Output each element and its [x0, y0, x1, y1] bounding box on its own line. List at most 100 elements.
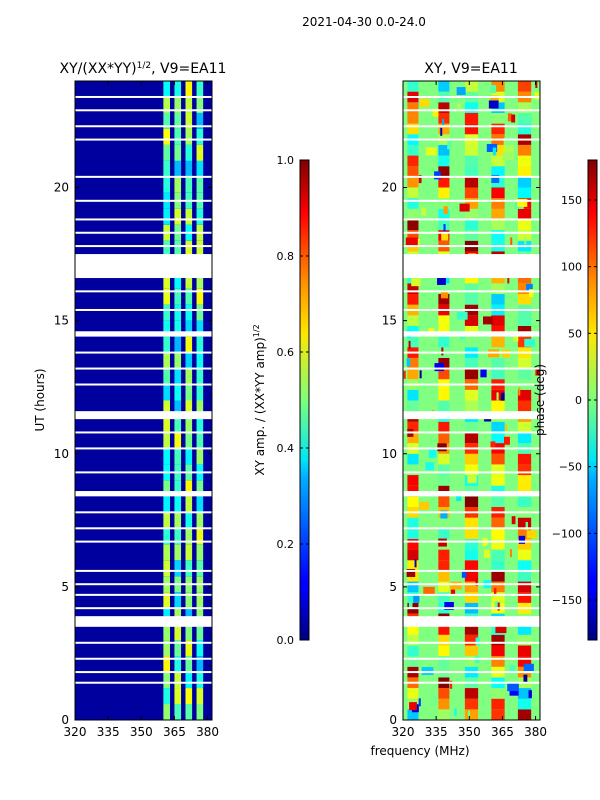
signal-band-cell — [174, 208, 182, 225]
y-tick-label: 10 — [382, 447, 397, 461]
signal-band-cell — [174, 656, 182, 673]
phase-noise-cell — [518, 535, 526, 544]
phase-stripe-cell — [491, 432, 505, 444]
phase-stripe-cell — [438, 528, 450, 539]
y-tick-label: 10 — [54, 447, 69, 461]
phase-noise-cell — [534, 91, 540, 100]
colorbar-tick-label: 0.4 — [277, 442, 295, 455]
phase-stripe-cell — [438, 624, 450, 635]
phase-stripe-cell — [517, 688, 532, 699]
phase-stripe-cell — [491, 464, 505, 476]
blank-line — [403, 351, 540, 354]
signal-band-cell — [185, 624, 193, 641]
signal-band-cell — [174, 272, 182, 289]
signal-band-cell — [196, 400, 204, 417]
signal-band-cell — [174, 81, 182, 97]
signal-band-cell — [174, 128, 182, 145]
blank-line — [75, 125, 212, 128]
phase-stripe-cell — [464, 634, 479, 646]
phase-noise-cell — [432, 108, 439, 117]
phase-noise-cell — [456, 492, 462, 501]
phase-axis-ticks: 320 335 350 365 380 0 5 10 15 20 — [382, 81, 547, 739]
phase-stripe-cell — [491, 166, 505, 177]
phase-noise-cell — [491, 175, 500, 183]
data-gap — [403, 254, 540, 279]
signal-band-cell — [196, 128, 204, 145]
signal-band-cell — [163, 512, 171, 529]
blank-line — [75, 367, 212, 370]
signal-band-cell — [185, 416, 193, 433]
signal-band-cell — [185, 384, 193, 401]
phase-noise-cell — [419, 501, 430, 510]
phase-noise-cell — [425, 147, 437, 156]
signal-band-cell — [185, 496, 193, 513]
phase-stripe-cell — [491, 208, 505, 220]
phase-noise-cell — [450, 586, 456, 595]
amplitude-heatmap — [75, 81, 212, 720]
x-tick-label: 380 — [196, 725, 219, 739]
phase-stripe-cell — [491, 144, 505, 156]
phase-noise-cell — [500, 392, 505, 401]
phase-stripe-cell — [464, 176, 479, 188]
phase-noise-cell — [440, 290, 449, 299]
phase-stripe-cell — [438, 102, 450, 113]
amplitude-colorbar-ticks: 0.0 0.2 0.4 0.6 0.8 1.0 — [277, 154, 309, 647]
phase-noise-cell — [425, 462, 434, 471]
phase-noise-cell — [421, 207, 427, 216]
data-gap — [75, 491, 212, 497]
phase-stripe-cell — [517, 144, 532, 156]
signal-band-cell — [174, 176, 182, 193]
phase-noise-cell — [456, 87, 466, 96]
phase-stripe-cell — [407, 272, 419, 284]
y-tick-label: 20 — [54, 181, 69, 195]
signal-band-cell — [185, 208, 193, 225]
signal-band-cell — [185, 528, 193, 545]
signal-band-cell — [163, 704, 171, 720]
data-gap — [403, 411, 540, 420]
phase-stripe-cell — [438, 475, 450, 486]
signal-band-cell — [185, 400, 193, 417]
signal-band-cell — [196, 160, 204, 177]
signal-band-cell — [185, 128, 193, 145]
blank-line — [75, 657, 212, 660]
signal-band-cell — [185, 336, 193, 353]
signal-band-cell — [196, 144, 204, 161]
figure-suptitle: 2021-04-30 0.0-24.0 — [302, 15, 426, 29]
phase-stripe-cell — [438, 144, 450, 156]
x-tick-label: 350 — [458, 725, 481, 739]
signal-band-cell — [174, 288, 182, 305]
signal-band-cell — [163, 208, 171, 225]
blank-line — [403, 231, 540, 234]
signal-band-cell — [196, 176, 204, 193]
blank-line — [403, 540, 540, 543]
signal-band-cell — [174, 240, 182, 257]
phase-colorbar-ticks: −150 −100 −50 0 50 100 150 — [552, 194, 597, 607]
phase-stripe-cell — [407, 219, 419, 231]
phase-stripe-cell — [407, 624, 419, 635]
phase-stripe-cell — [517, 538, 532, 550]
x-tick-label: 320 — [392, 725, 415, 739]
phase-noise-cell — [535, 81, 538, 89]
phase-noise-cell — [442, 119, 445, 128]
blank-line — [403, 641, 540, 644]
phase-noise-cell — [444, 601, 454, 610]
phase-colorbar: −150 −100 −50 0 50 100 150 phase (deg) — [533, 159, 598, 641]
phase-noise-cell — [441, 347, 444, 356]
phase-stripe-cell — [517, 400, 532, 412]
amplitude-colorbar-label: XY amp. / (XX*YY amp)1/2 — [252, 324, 267, 475]
blank-line — [75, 471, 212, 474]
signal-band-cell — [163, 272, 171, 289]
signal-band-cell — [196, 208, 204, 225]
phase-stripe-cell — [438, 645, 450, 657]
blank-line — [403, 290, 540, 293]
phase-stripe-cell — [491, 581, 505, 593]
phase-stripe-cell — [464, 123, 479, 135]
y-tick-label: 5 — [389, 580, 397, 594]
phase-noise-cell — [437, 276, 446, 285]
phase-stripe-cell — [464, 570, 479, 582]
signal-band-cell — [185, 544, 193, 561]
blank-line — [403, 447, 540, 450]
phase-noise-cell — [461, 569, 467, 578]
blank-line — [403, 199, 540, 202]
phase-stripe-cell — [517, 294, 532, 305]
